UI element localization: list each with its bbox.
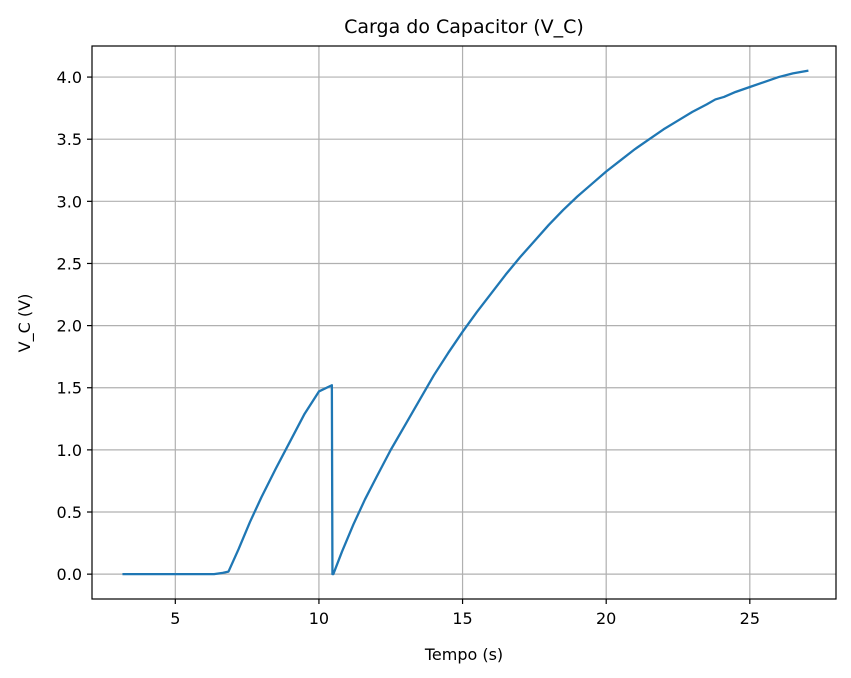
y-axis-label: V_C (V) bbox=[15, 294, 35, 353]
y-tick-label: 3.5 bbox=[57, 130, 82, 149]
y-tick-label: 1.5 bbox=[57, 379, 82, 398]
plot-area bbox=[122, 69, 809, 576]
x-tick-label: 5 bbox=[170, 609, 180, 628]
x-axis: 5 10 15 20 25 bbox=[170, 599, 760, 628]
axes-frame bbox=[91, 45, 837, 600]
x-tick-label: 20 bbox=[596, 609, 616, 628]
y-tick-label: 3.0 bbox=[57, 192, 82, 211]
x-tick-label: 15 bbox=[452, 609, 472, 628]
y-tick-label: 1.0 bbox=[57, 441, 82, 460]
y-tick-label: 2.0 bbox=[57, 317, 82, 336]
x-tick-label: 10 bbox=[309, 609, 329, 628]
y-tick-label: 4.0 bbox=[57, 68, 82, 87]
y-tick-label: 2.5 bbox=[57, 254, 82, 273]
y-tick-label: 0.0 bbox=[57, 565, 82, 584]
y-tick-label: 0.5 bbox=[57, 503, 82, 522]
series-line bbox=[122, 69, 809, 576]
x-axis-label: Tempo (s) bbox=[424, 645, 503, 664]
x-tick-label: 25 bbox=[740, 609, 760, 628]
chart-title: Carga do Capacitor (V_C) bbox=[344, 16, 584, 38]
y-axis: 0.0 0.5 1.0 1.5 2.0 2.5 3.0 3.5 4.0 bbox=[57, 68, 92, 584]
